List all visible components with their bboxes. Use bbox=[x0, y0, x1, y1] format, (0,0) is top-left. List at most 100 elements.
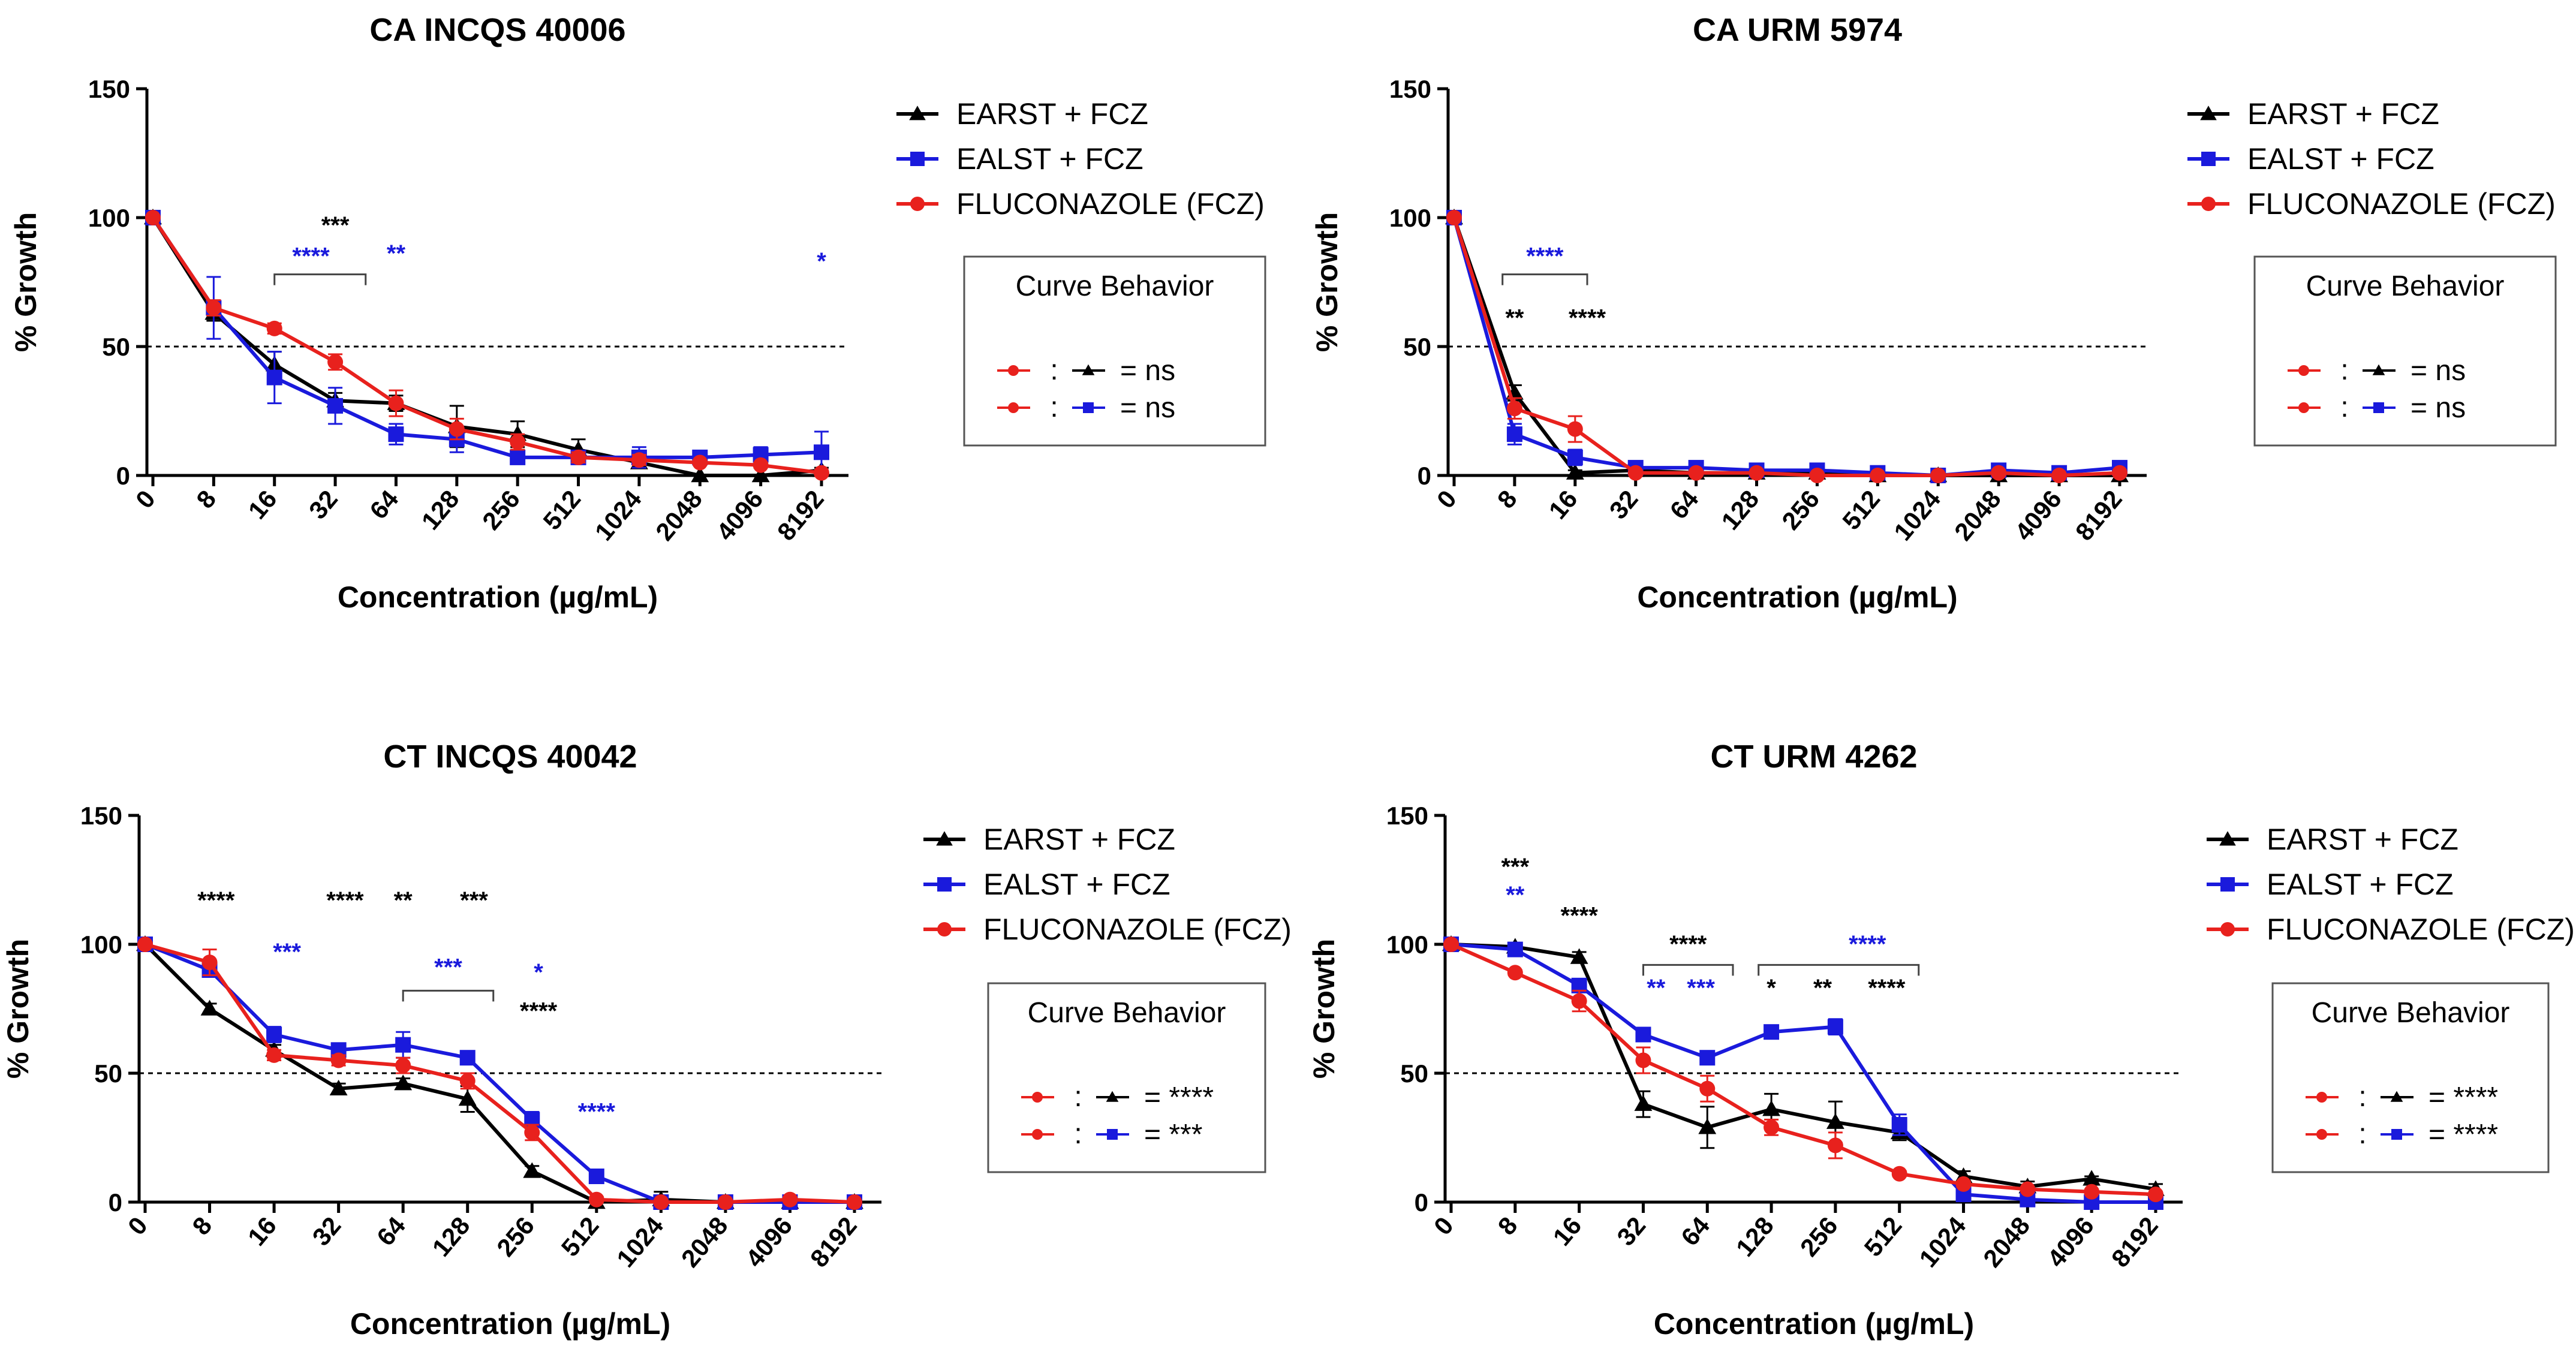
significance-annotation: **** bbox=[1569, 305, 1606, 332]
y-tick-label: 150 bbox=[88, 75, 130, 103]
y-tick-label: 100 bbox=[1389, 204, 1431, 232]
significance-annotation: **** bbox=[1561, 903, 1599, 929]
data-point bbox=[1991, 465, 2007, 481]
y-tick-label: 0 bbox=[109, 1188, 122, 1217]
series-line bbox=[151, 216, 822, 459]
significance-annotation: * bbox=[534, 959, 543, 986]
legend-marker bbox=[910, 152, 925, 166]
curve-behavior-border bbox=[963, 255, 1266, 447]
behavior-result: = ns bbox=[1120, 392, 1175, 424]
chart-panel-3: CT INCQS 40042 0 50 100 150 0 8 16 32 64 128 256 512… bbox=[1, 739, 1292, 1341]
y-tick-label: 100 bbox=[80, 931, 122, 959]
data-point bbox=[717, 1194, 733, 1210]
legend-label: EARST + FCZ bbox=[2247, 97, 2439, 131]
legend-label: EARST + FCZ bbox=[2267, 823, 2458, 856]
behavior-compare-marker bbox=[1082, 364, 1095, 375]
curve-behavior-box: Curve Behavior: = ****: = **** bbox=[2271, 982, 2550, 1173]
data-point bbox=[1627, 465, 1644, 481]
y-tick-label: 100 bbox=[88, 204, 130, 232]
behavior-colon: : bbox=[1074, 1118, 1082, 1150]
legend-entry: EARST + FCZ bbox=[923, 823, 1175, 856]
x-tick-label: 1024 bbox=[1888, 484, 1946, 546]
curve-behavior-box: Curve Behavior: = ns: = ns bbox=[963, 255, 1266, 447]
legend-entry: EARST + FCZ bbox=[2187, 97, 2439, 131]
legend-entry: EALST + FCZ bbox=[896, 142, 1143, 176]
legend-label: EALST + FCZ bbox=[956, 142, 1143, 176]
behavior-result: = ns bbox=[1120, 355, 1175, 387]
data-point bbox=[1826, 1113, 1844, 1129]
data-point bbox=[1635, 1026, 1651, 1043]
legend-marker bbox=[2219, 831, 2236, 846]
legend-label: FLUCONAZOLE (FCZ) bbox=[2247, 187, 2556, 221]
significance-annotation: **** bbox=[1669, 931, 1707, 957]
behavior-colon: : bbox=[1050, 392, 1058, 423]
data-point bbox=[847, 1194, 862, 1210]
significance-annotation: ** bbox=[387, 240, 406, 267]
x-tick-label: 8192 bbox=[805, 1212, 862, 1273]
chart-title: CA INCQS 40006 bbox=[369, 12, 625, 48]
x-axis-label: Concentration (µg/mL) bbox=[1654, 1307, 1974, 1341]
behavior-red-marker bbox=[2316, 1129, 2327, 1140]
y-axis-label: % Growth bbox=[1307, 939, 1341, 1079]
series-fluconazole-fcz- bbox=[1443, 937, 2163, 1203]
legend-marker bbox=[937, 922, 952, 937]
data-point bbox=[588, 1169, 604, 1184]
behavior-compare-marker bbox=[2373, 402, 2384, 413]
legend-label: EALST + FCZ bbox=[983, 868, 1170, 901]
data-point bbox=[1870, 468, 1886, 483]
data-point bbox=[1567, 449, 1583, 465]
data-point bbox=[327, 354, 344, 370]
x-tick-label: 32 bbox=[306, 1212, 346, 1251]
data-point bbox=[388, 395, 404, 411]
behavior-result: = *** bbox=[1144, 1119, 1202, 1151]
series-fluconazole-fcz- bbox=[137, 937, 862, 1210]
data-point bbox=[524, 1124, 540, 1140]
x-tick-label: 64 bbox=[364, 484, 404, 524]
significance-annotation: *** bbox=[321, 212, 350, 239]
x-tick-label: 512 bbox=[1837, 485, 1885, 535]
behavior-red-marker bbox=[2316, 1092, 2327, 1103]
y-tick-label: 150 bbox=[80, 802, 122, 830]
data-point bbox=[753, 457, 769, 473]
x-tick-label: 32 bbox=[303, 485, 343, 525]
x-tick-label: 4096 bbox=[2009, 485, 2067, 546]
x-tick-label: 4096 bbox=[740, 1212, 798, 1273]
data-point bbox=[2083, 1170, 2101, 1186]
significance-annotation: *** bbox=[273, 939, 301, 965]
significance-bracket bbox=[402, 989, 495, 1002]
legend-entry: FLUCONAZOLE (FCZ) bbox=[2207, 913, 2575, 946]
x-tick-label: 32 bbox=[1611, 1212, 1651, 1251]
significance-bracket bbox=[1642, 963, 1734, 976]
series-line bbox=[1450, 943, 2156, 1197]
significance-bracket bbox=[1501, 273, 1588, 285]
x-tick-label: 128 bbox=[1731, 1212, 1779, 1262]
data-point bbox=[1827, 1137, 1843, 1154]
data-point bbox=[1635, 1052, 1651, 1068]
behavior-compare-marker bbox=[2372, 364, 2385, 375]
data-point bbox=[1571, 993, 1587, 1009]
data-point bbox=[1688, 465, 1704, 481]
series-fluconazole-fcz- bbox=[145, 210, 829, 481]
significance-annotation: **** bbox=[578, 1098, 616, 1125]
data-point bbox=[1809, 468, 1825, 483]
legend-marker bbox=[2201, 197, 2216, 211]
data-point bbox=[395, 1058, 411, 1074]
series-line bbox=[151, 216, 822, 477]
curve-behavior-border bbox=[987, 982, 1266, 1173]
significance-annotation: **** bbox=[1849, 931, 1886, 957]
curve-behavior-border bbox=[2271, 982, 2550, 1173]
x-tick-label: 0 bbox=[1428, 1212, 1459, 1240]
series-fluconazole-fcz- bbox=[1446, 210, 2127, 483]
x-tick-label: 0 bbox=[1431, 485, 1462, 514]
x-tick-label: 1024 bbox=[589, 484, 647, 546]
data-point bbox=[1567, 421, 1583, 437]
y-tick-label: 50 bbox=[1403, 333, 1431, 361]
behavior-compare-marker bbox=[1083, 402, 1094, 413]
legend-entry: EALST + FCZ bbox=[2207, 868, 2454, 901]
x-tick-label: 1024 bbox=[1913, 1211, 1971, 1272]
x-tick-label: 1024 bbox=[611, 1211, 669, 1272]
data-point bbox=[1506, 426, 1522, 442]
data-point bbox=[570, 449, 586, 465]
curve-behavior-border bbox=[2253, 255, 2557, 447]
curve-behavior-title: Curve Behavior bbox=[2306, 270, 2505, 302]
